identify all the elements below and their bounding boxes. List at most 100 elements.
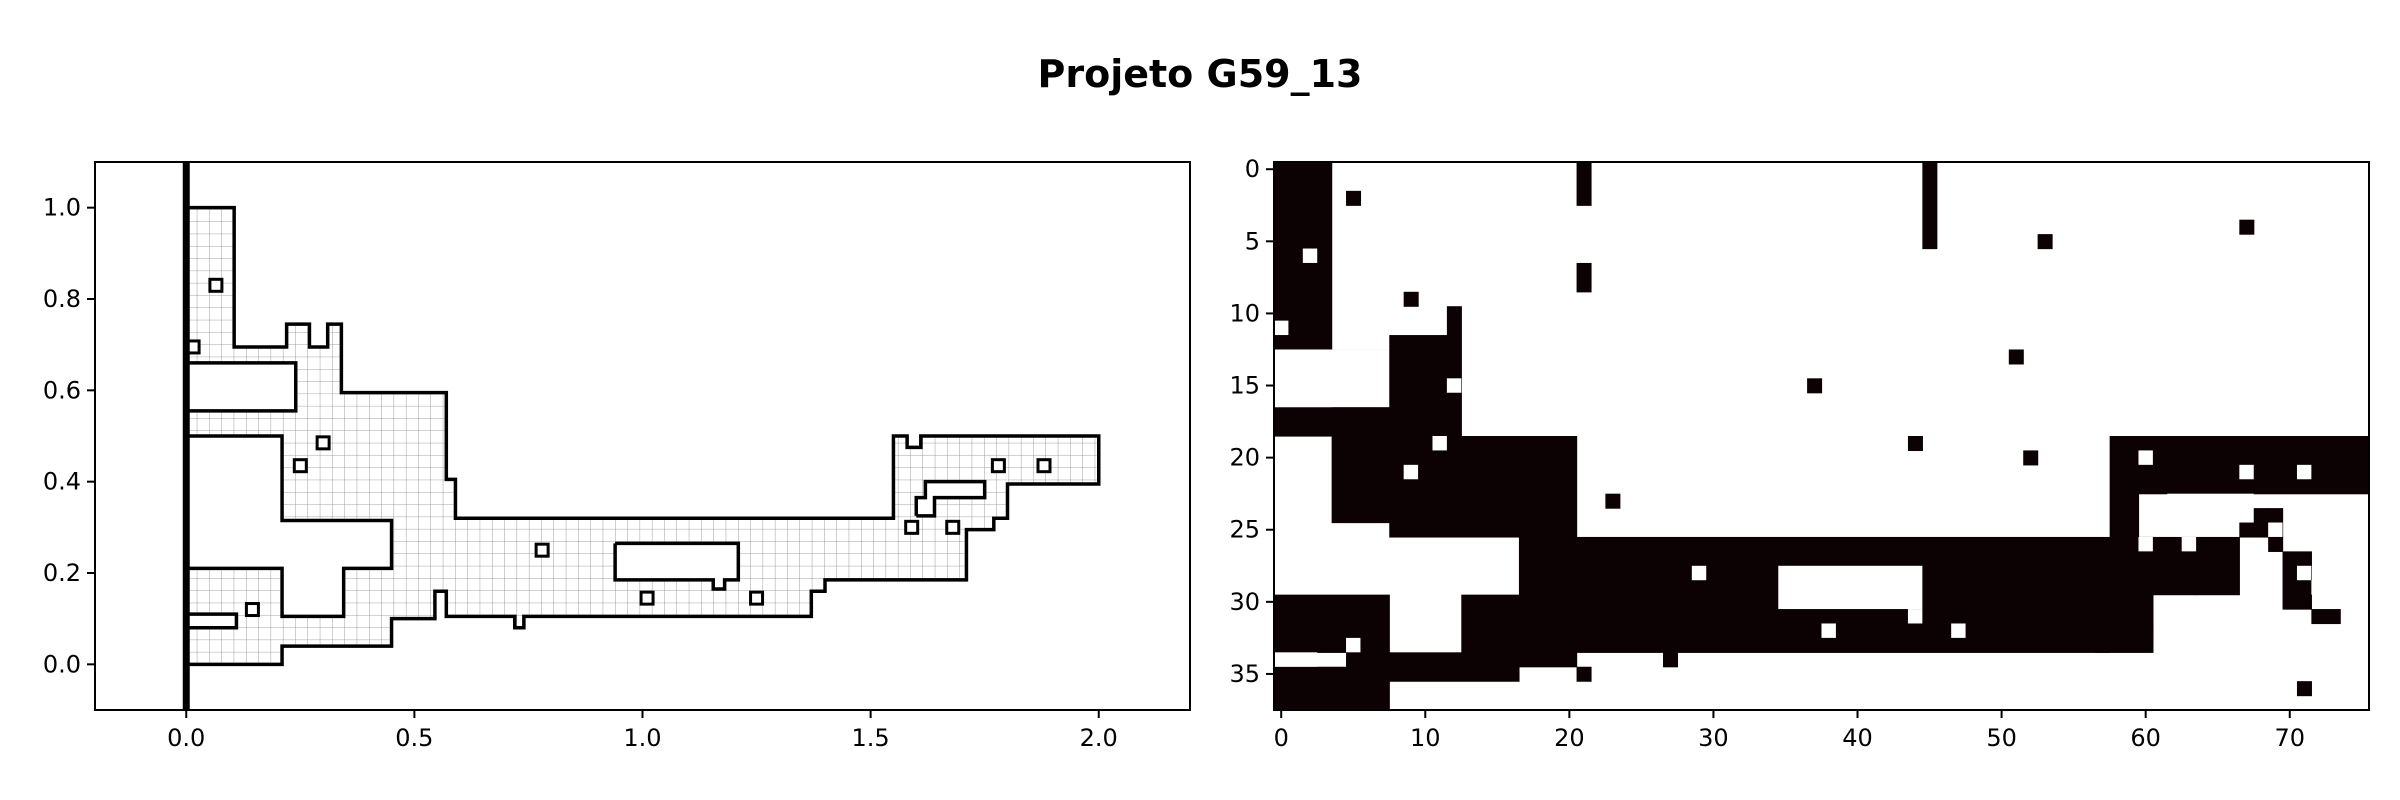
hole-fill-3 [186,614,237,628]
left-plot-area [182,162,1101,710]
heatmap-cell-block [2109,493,2140,538]
heatmap-x-tick-label: 0 [1274,724,1289,752]
heatmap-x-tick-label: 10 [1410,724,1441,752]
heatmap-empty-block [1403,464,1419,480]
heatmap-cell-block [1576,666,1592,682]
heatmap-cell-block [1346,190,1362,206]
heatmap-cell-block [2311,609,2341,625]
y-tick-label: 0.8 [43,285,81,313]
heatmap-empty-block [1432,436,1447,451]
heatmap-empty-block [2138,536,2153,552]
x-tick-label: 0.0 [167,724,205,752]
heatmap-x-tick-label: 30 [1698,724,1729,752]
heatmap-y-tick-label: 20 [1229,444,1260,472]
heatmap-x-tick-label: 70 [2274,724,2305,752]
heatmap-empty-block [2296,565,2312,581]
heatmap-x-tick-label: 50 [1986,724,2017,752]
marker-square-12 [1036,458,1052,474]
marker-square-4 [315,435,331,451]
y-tick-label: 0.0 [43,650,81,678]
heatmap-cell-block [2008,349,2024,365]
heatmap-x-tick-label: 40 [1842,724,1873,752]
heatmap-cell-block [2296,681,2312,697]
heatmap-y-tick-label: 30 [1229,588,1260,616]
marker-square-9 [904,519,920,535]
x-tick-label: 0.5 [395,724,433,752]
heatmap-y-tick-label: 25 [1229,516,1260,544]
heatmap-cell-block [2196,536,2240,596]
y-tick-label: 0.4 [43,468,81,496]
boundary-line-5 [613,541,741,591]
hole-fill-1 [186,362,296,411]
heatmap-empty-block [2268,522,2283,537]
heatmap-cell-block [1605,493,1621,509]
heatmap-empty-block [2138,450,2153,465]
heatmap-empty-block [1691,565,1707,581]
heatmap-empty-block [1274,652,1318,667]
heatmap-cell-block [2239,219,2255,235]
heatmap-empty-block [2311,580,2326,595]
heatmap-cell-block [1907,436,1923,452]
heatmap-cell-block [1446,306,1462,336]
heatmap-cell-block [1576,162,1592,206]
heatmap-cell-block [1663,652,1679,668]
heatmap-y-tick-label: 35 [1229,660,1260,688]
heatmap-empty-block [1346,637,1361,653]
heatmap-cell-block [1274,594,1390,653]
heatmap-empty-block [2239,464,2254,480]
heatmap-empty-block [1274,349,1390,408]
heatmap-x-tick-label: 20 [1554,724,1585,752]
heatmap-empty-block [1907,609,1923,624]
y-tick-label: 0.6 [43,376,81,404]
heatmap-empty-block [1446,378,1462,393]
heatmap-cell-block [1807,378,1823,394]
heatmap-empty-block [1951,623,1966,638]
heatmap-cell-block [1346,652,1520,682]
heatmap-cell-block [2282,551,2312,610]
heatmap-cell-block [2138,623,2154,639]
marker-square-6 [244,602,260,618]
heatmap-empty-block [1821,623,1836,638]
heatmap-cell-block [2023,450,2039,466]
heatmap-cell-block [1389,436,1578,538]
hole-fill-2 [186,436,392,617]
heatmap-y-tick-label: 5 [1245,227,1260,255]
heatmap-empty-block [2167,493,2254,523]
heatmap-y-tick-label: 10 [1229,299,1260,327]
heatmap-cell-block [1403,291,1419,307]
grid-fill-region [186,207,1099,665]
right-heatmap-panel: 0 10 20 30 40 50 60 70 0 5 10 15 20 25 30 35 [1229,155,2370,752]
marker-square-8 [749,590,765,606]
boundary-line-3 [186,434,394,619]
heatmap-empty-block [1274,320,1289,336]
heatmap-empty-block [2181,536,2197,552]
marker-square-11 [990,458,1006,474]
heatmap-empty-block [1302,248,1318,263]
marker-square-7 [639,590,655,606]
heatmap-y-tick-label: 0 [1245,155,1260,183]
heatmap-cell-block [2052,623,2140,639]
heatmap-cell-block [2095,637,2111,653]
y-tick-label: 1.0 [43,194,81,222]
x-tick-label: 1.5 [852,724,890,752]
marker-square-3 [292,458,308,474]
marker-square-1 [208,277,224,293]
x-tick-label: 2.0 [1080,724,1118,752]
heatmap-cell-block [1461,594,1578,653]
left-plot-panel: 0.0 0.5 1.0 1.5 2.0 0.0 0.2 0.4 0.6 0.8 1.0 [43,161,1191,752]
heatmap-cell-block [1576,262,1592,293]
heatmap-cell-block [2037,234,2053,250]
boundary-line-6 [914,479,987,518]
x-tick-label: 1.0 [623,724,661,752]
hole-fill-4 [615,543,739,589]
boundary-line-1 [186,205,1101,667]
heatmap-area [1274,162,2369,710]
heatmap-cell-block [1922,162,1938,250]
y-tick-label: 0.2 [43,559,81,587]
marker-square-5 [534,542,550,558]
heatmap-x-tick-label: 60 [2130,724,2161,752]
heatmap-empty-block [1778,565,1923,610]
heatmap-y-tick-label: 15 [1229,372,1260,400]
marker-square-10 [945,519,961,535]
